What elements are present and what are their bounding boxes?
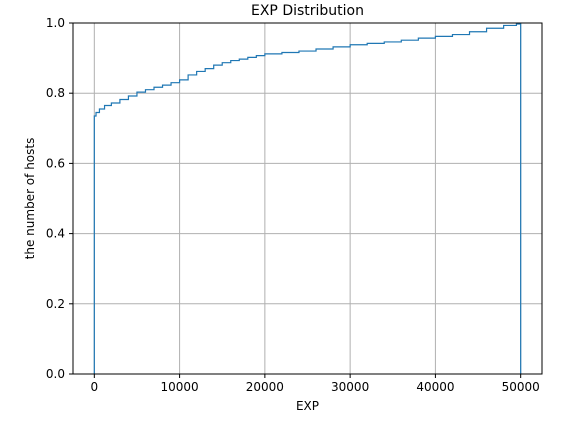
x-tick-label: 50000 [502,380,540,394]
x-tick-label: 20000 [246,380,284,394]
x-axis-label: EXP [296,399,319,413]
plot-frame [72,22,543,375]
x-tick-label: 30000 [331,380,369,394]
x-tick-label: 10000 [160,380,198,394]
cdf-step-line [93,23,522,374]
chart-title: EXP Distribution [251,3,364,19]
y-tick-label: 0.4 [46,227,65,241]
y-tick-label: 0.8 [46,86,65,100]
ticks: 0 10000 20000 30000 40000 50000 0.0 0.2 0.4 0.6 0.… [46,16,540,394]
series-layer [93,23,522,374]
x-tick-label: 0 [90,380,98,394]
y-tick-label: 0.6 [46,156,65,170]
y-tick-label: 0.0 [46,367,65,381]
x-tick-label: 40000 [416,380,454,394]
y-tick-label: 1.0 [46,16,65,30]
y-tick-label: 0.2 [46,297,65,311]
y-axis-label: the number of hosts [23,138,37,260]
